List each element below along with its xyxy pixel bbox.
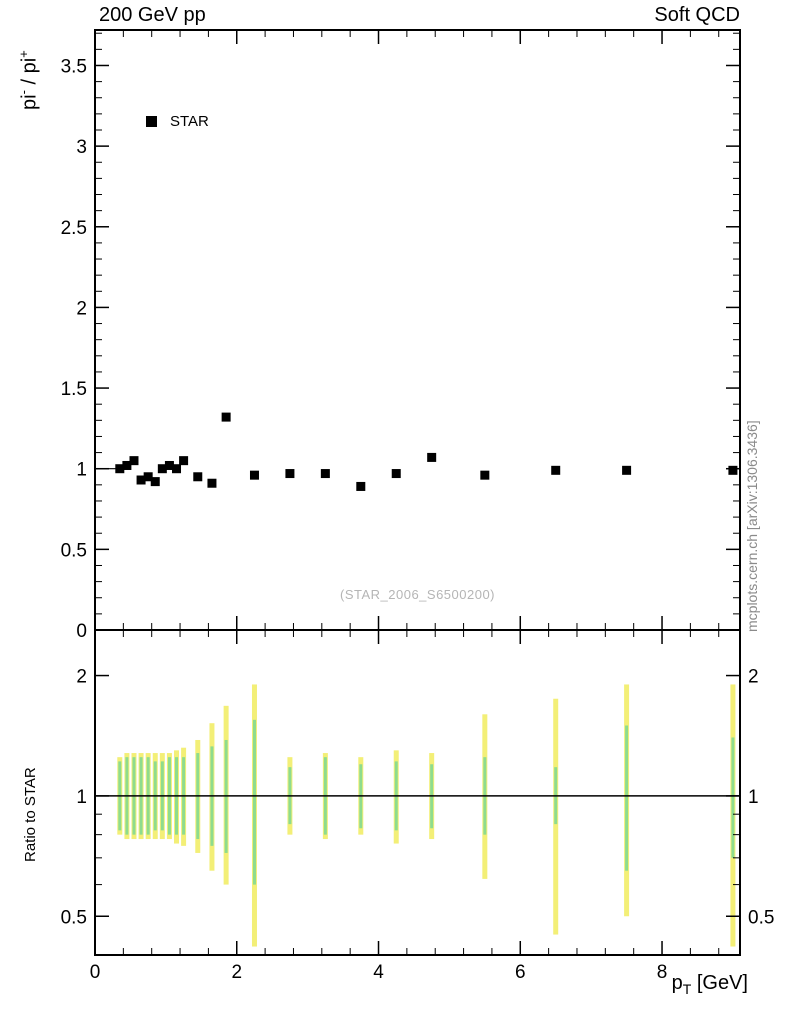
beam-energy-title: 200 GeV pp <box>99 4 206 26</box>
svg-text:0.5: 0.5 <box>61 907 87 928</box>
svg-text:0: 0 <box>90 962 101 983</box>
analysis-watermark: (STAR_2006_S6500200) <box>339 587 496 602</box>
x-axis-label: pT [GeV] <box>672 972 748 997</box>
xlabel-sub-t: T <box>682 981 692 997</box>
svg-text:3: 3 <box>76 137 87 158</box>
xlabel-p: p <box>671 972 683 994</box>
ylabel-pi-minus: pi <box>18 94 41 110</box>
svg-text:3.5: 3.5 <box>61 56 87 77</box>
y-axis-label-bottom: Ratio to STAR <box>22 767 39 862</box>
svg-text:2: 2 <box>748 667 759 688</box>
svg-text:2.5: 2.5 <box>61 218 87 239</box>
mcplots-attribution: mcplots.cern.ch [arXiv:1306.3436] <box>744 420 760 632</box>
ylabel-pi-plus: / pi <box>18 57 41 91</box>
legend-marker-square <box>146 116 157 127</box>
process-group-title: Soft QCD <box>654 4 740 26</box>
svg-text:2: 2 <box>76 667 87 688</box>
svg-text:0.5: 0.5 <box>61 540 87 561</box>
svg-text:0: 0 <box>76 621 87 642</box>
ylabel-sup-minus: - <box>16 90 31 95</box>
y-axis-label-top: pi- / pi+ <box>16 50 42 110</box>
xlabel-gev: [GeV] <box>691 972 748 994</box>
svg-text:2: 2 <box>231 962 242 983</box>
legend-label: STAR <box>170 113 209 130</box>
svg-text:6: 6 <box>515 962 526 983</box>
svg-text:0.5: 0.5 <box>748 907 774 928</box>
svg-text:1: 1 <box>76 460 87 481</box>
svg-text:1.5: 1.5 <box>61 379 87 400</box>
svg-text:4: 4 <box>373 962 384 983</box>
svg-text:1: 1 <box>748 787 759 808</box>
ylabel-sup-plus: + <box>16 50 31 58</box>
svg-text:8: 8 <box>657 962 668 983</box>
svg-text:2: 2 <box>76 298 87 319</box>
svg-text:1: 1 <box>76 787 87 808</box>
legend: STAR <box>146 113 209 130</box>
